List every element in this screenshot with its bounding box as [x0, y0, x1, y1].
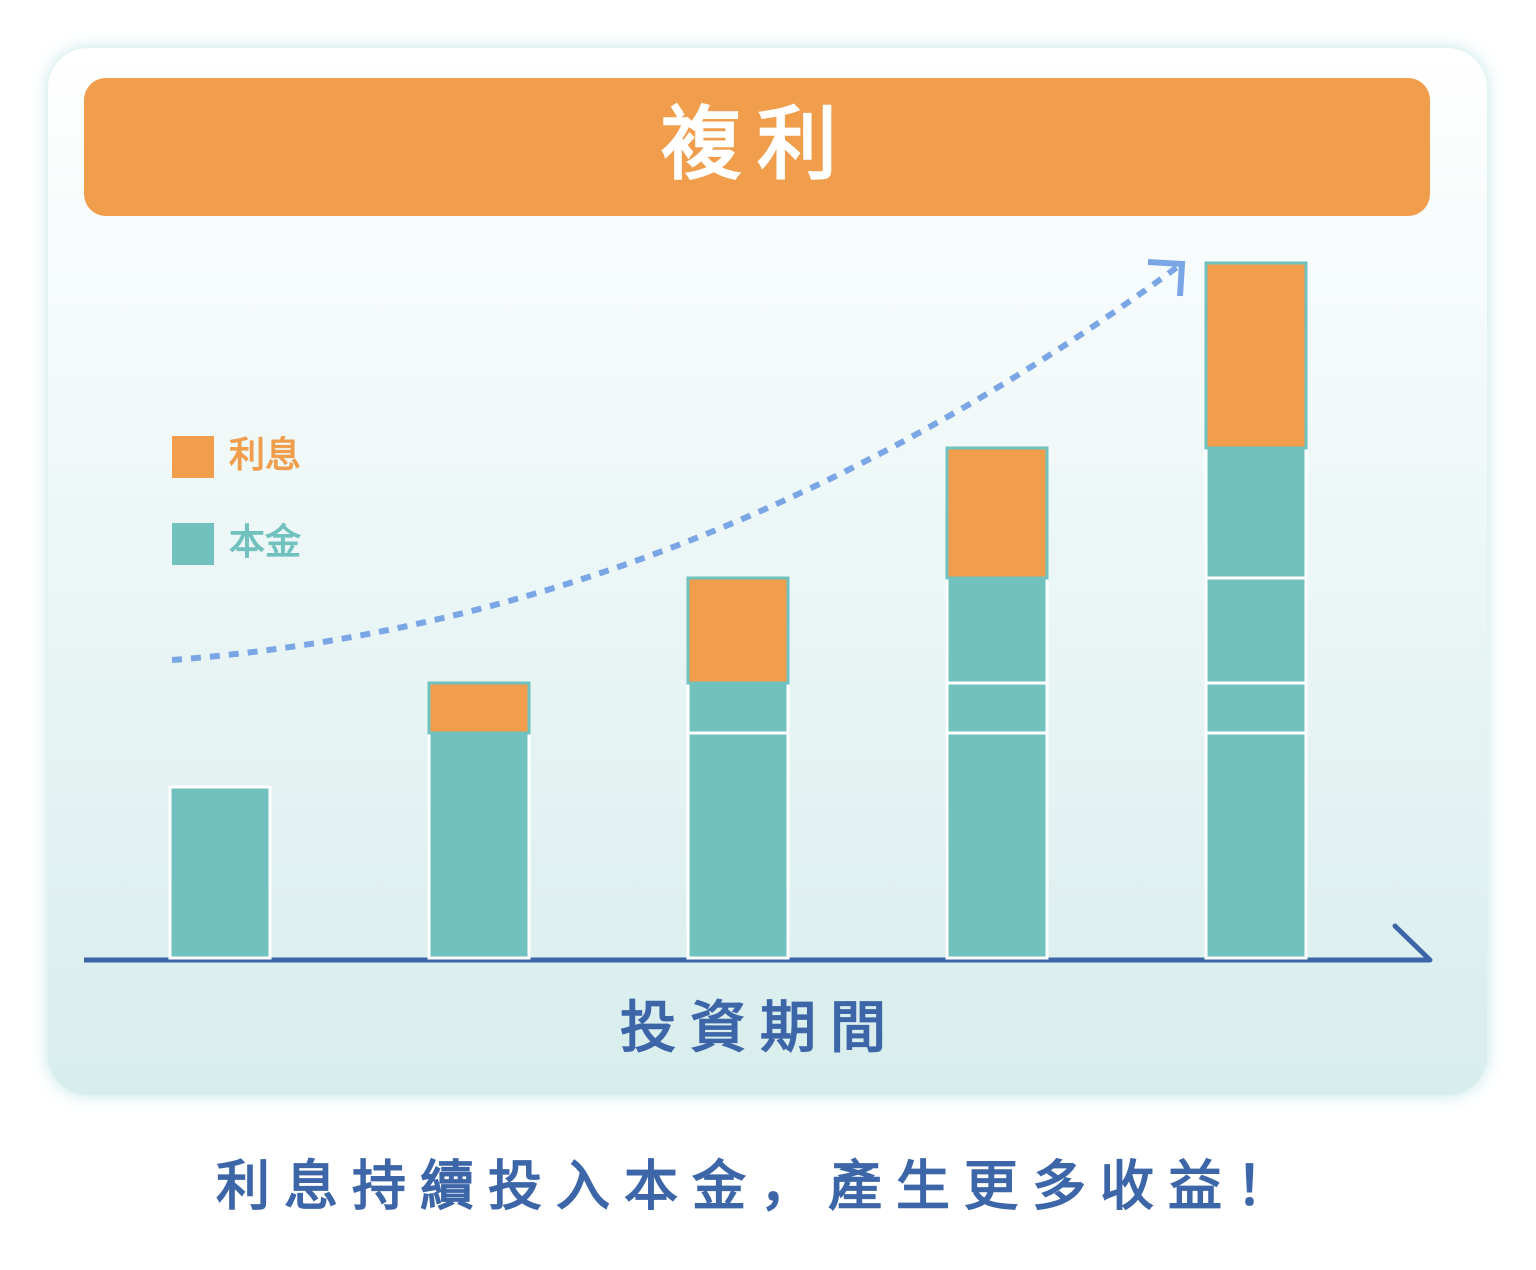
legend-swatch — [172, 436, 214, 478]
trend-arrow — [171, 262, 1182, 663]
card — [48, 48, 1487, 1095]
bar-segment — [686, 731, 790, 960]
bar-segment — [1204, 576, 1308, 685]
bar-segment — [1204, 261, 1308, 450]
bar-segment — [686, 681, 790, 735]
bar-segment — [945, 446, 1049, 580]
bar-segment — [1204, 731, 1308, 960]
bar-segment — [427, 731, 531, 960]
bar-segment — [945, 681, 1049, 735]
bar-segment — [945, 731, 1049, 960]
title-banner — [84, 78, 1430, 216]
bar-segment — [1204, 681, 1308, 735]
legend-swatch — [172, 523, 214, 565]
bar-segment — [168, 785, 272, 960]
bar-segment — [1204, 446, 1308, 580]
x-axis-label: 投資期間 — [620, 996, 900, 1061]
x-axis-arrow — [1392, 923, 1433, 963]
trend-arrowhead — [1147, 259, 1186, 297]
legend-label: 本金 — [229, 521, 302, 563]
bar-segment — [686, 576, 790, 685]
caption: 利息持續投入本金，產生更多收益！ — [216, 1155, 1304, 1218]
bar-segment — [945, 576, 1049, 685]
chart-title: 複利 — [661, 98, 853, 191]
legend-label: 利息 — [229, 435, 301, 476]
bar-segment — [427, 681, 531, 735]
